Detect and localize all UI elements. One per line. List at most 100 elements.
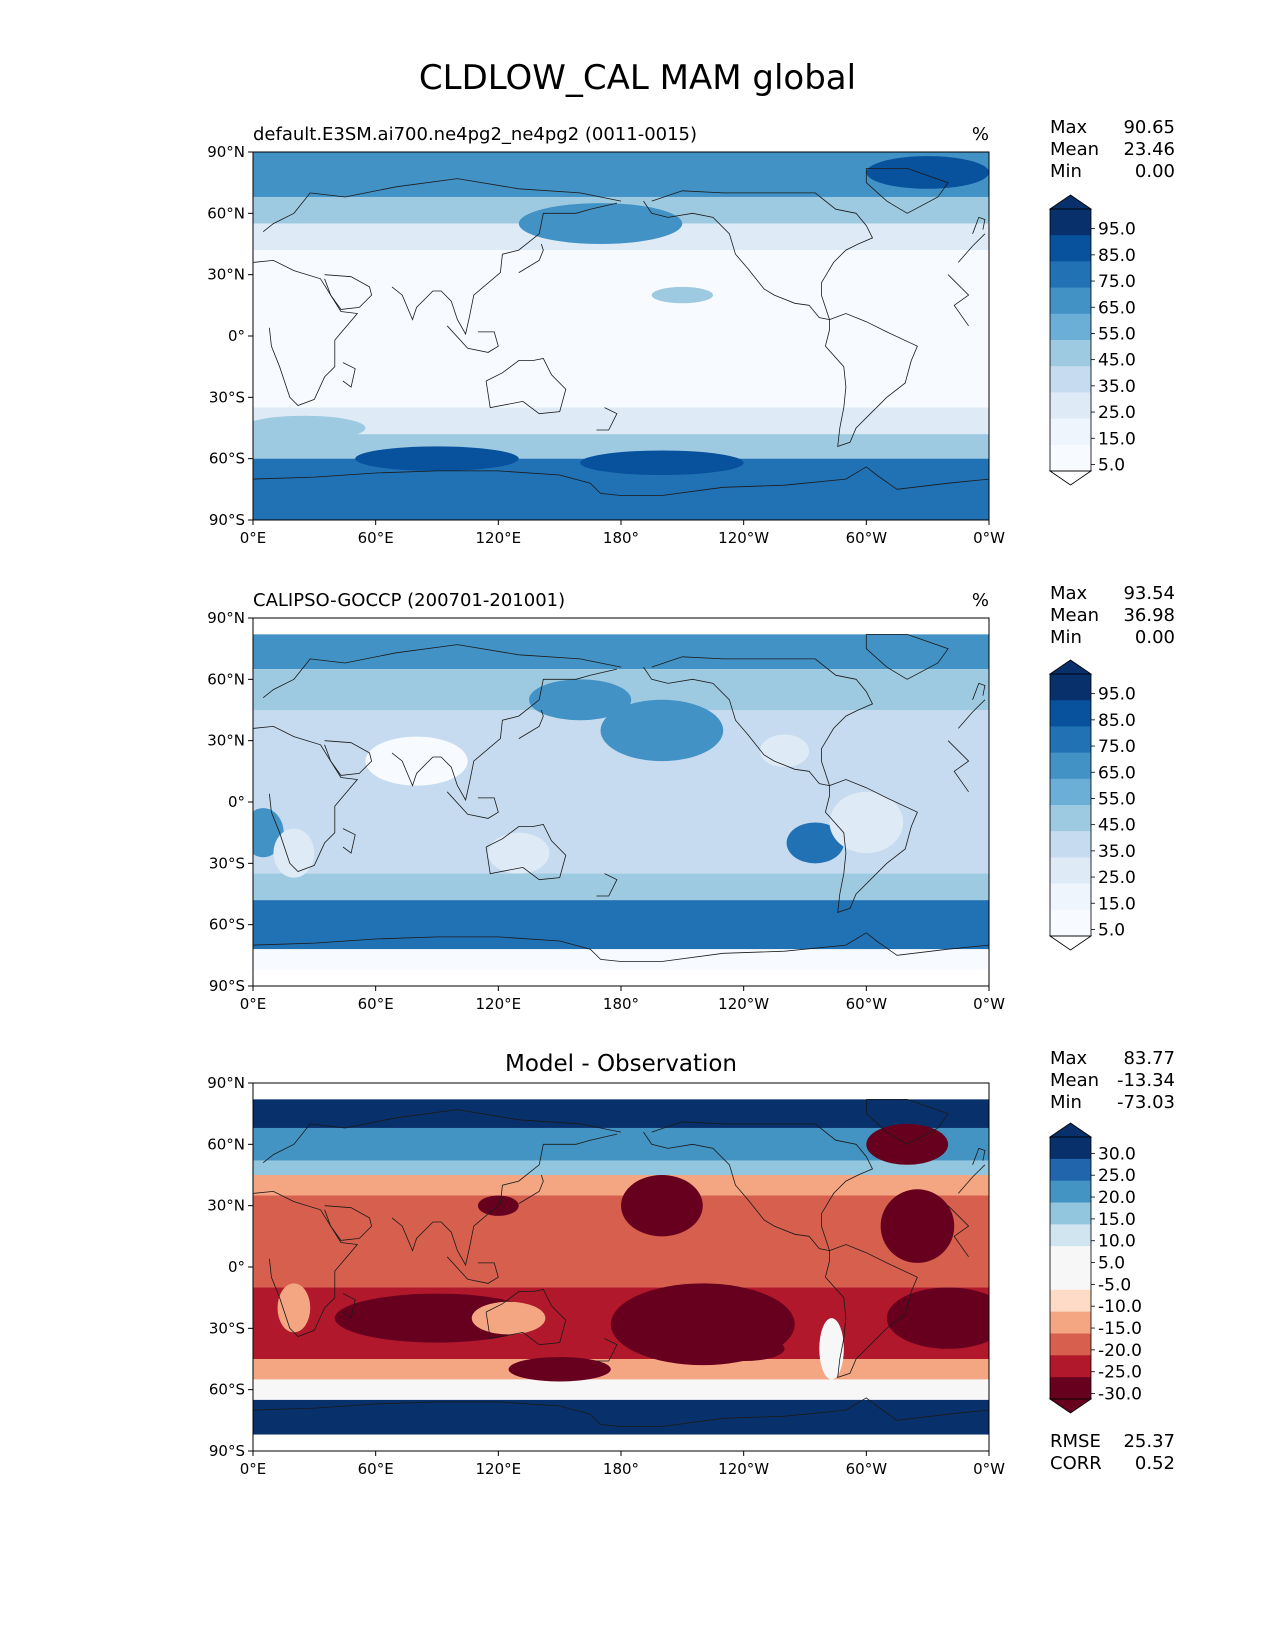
colorbar-segment (1050, 909, 1091, 937)
map-field-diff (253, 1083, 989, 1451)
colorbar-tick-label: 5.0 (1098, 920, 1125, 940)
lat-tick-label: 60°N (207, 1135, 245, 1153)
colorbar-segment (1050, 1289, 1091, 1313)
colorbar-segment (1050, 1158, 1091, 1182)
colorbar-tick-label: 35.0 (1098, 842, 1136, 862)
stat-label: Max (1050, 583, 1088, 604)
coastline (865, 634, 949, 680)
colorbar-segment (1050, 1377, 1091, 1400)
colorbar-tick-label: 35.0 (1098, 377, 1136, 397)
colorbar-tick-label: 65.0 (1098, 763, 1136, 783)
colorbar-segment (1050, 1311, 1091, 1334)
colorbar-segment (1050, 340, 1091, 367)
coastline (391, 1133, 617, 1267)
colorbar-segment (1050, 1333, 1091, 1356)
coastline (485, 358, 567, 415)
lon-tick-label: 60°W (846, 995, 888, 1013)
panel-diff: Model - Observation 90°N 60°N 30°N 0° 30°S 60°… (207, 1048, 1175, 1478)
colorbar-tick-label: -20.0 (1098, 1341, 1142, 1361)
lat-tick-label: 90°N (207, 1074, 245, 1092)
units-label: % (972, 124, 989, 145)
lon-tick-label: 60°E (358, 529, 394, 547)
lon-tick-label: 0°E (240, 1460, 267, 1478)
stat-label: Max (1050, 1048, 1088, 1069)
coastline (446, 791, 499, 819)
colorbar-segment (1050, 1180, 1091, 1203)
coastline (518, 1174, 544, 1204)
lon-tick-label: 120°W (718, 529, 769, 547)
lon-tick-label: 120°E (476, 529, 522, 547)
lon-tick-label: 120°E (476, 1460, 522, 1478)
colorbar-segment (1050, 1224, 1091, 1247)
coastline (391, 202, 617, 336)
colorbar-tick-label: 15.0 (1098, 429, 1136, 449)
coastline (253, 932, 989, 962)
colorbar-tick-label: 55.0 (1098, 789, 1136, 809)
coastline (324, 274, 373, 310)
colorbar-tick-label: 5.0 (1098, 455, 1125, 475)
coastline (824, 1244, 918, 1378)
lon-tick-label: 180° (603, 995, 639, 1013)
coastline (262, 644, 622, 699)
lat-tick-label: 90°S (209, 977, 245, 995)
lat-tick-label: 60°S (209, 450, 245, 468)
lon-tick-label: 0°W (973, 1460, 1005, 1478)
colorbar-segment (1050, 261, 1091, 289)
coastline (342, 1293, 356, 1319)
colorbar-extend-bottom (1048, 935, 1093, 951)
stat-value: 90.65 (1123, 117, 1175, 138)
lat-tick-label: 30°N (207, 266, 245, 284)
panel-obs: CALIPSO-GOCCP (200701-201001) % 90°N 60°N 30… (207, 583, 1175, 1013)
colorbar-tick-label: 5.0 (1098, 1254, 1125, 1274)
stat-value: 93.54 (1123, 583, 1175, 604)
colorbar-tick-label: 25.0 (1098, 1166, 1136, 1186)
colorbar-tick-label: 30.0 (1098, 1144, 1136, 1164)
lat-tick-label: 30°N (207, 732, 245, 750)
stat-value: 36.98 (1123, 605, 1175, 626)
colorbar-tick-label: 15.0 (1098, 894, 1136, 914)
coastline (342, 828, 356, 854)
stat-label: Max (1050, 117, 1088, 138)
coastline (342, 362, 356, 388)
lat-tick-label: 60°S (209, 1381, 245, 1399)
colorbar-tick-label: 25.0 (1098, 868, 1136, 888)
colorbar-tick-label: 55.0 (1098, 324, 1136, 344)
coastline (596, 873, 618, 897)
stat-label: Mean (1050, 605, 1099, 626)
stat-value: 83.77 (1123, 1048, 1175, 1069)
coastline (518, 243, 544, 273)
lon-tick-label: 0°W (973, 529, 1005, 547)
colorbar-segment (1050, 313, 1091, 341)
lon-tick-label: 60°W (846, 1460, 888, 1478)
lat-tick-label: 60°S (209, 916, 245, 934)
colorbar-tick-label: 95.0 (1098, 685, 1136, 705)
units-label: % (972, 590, 989, 611)
coastline (865, 167, 949, 214)
colorbar-tick-label: -15.0 (1098, 1319, 1142, 1339)
figure-title: CLDLOW_CAL MAM global (418, 58, 857, 98)
colorbar-extend-bottom (1048, 470, 1093, 486)
coastline (485, 1289, 567, 1346)
coastline (518, 709, 544, 739)
lon-tick-label: 60°W (846, 529, 888, 547)
lat-tick-label: 60°N (207, 204, 245, 222)
metric-label: RMSE (1050, 1431, 1101, 1452)
colorbar-tick-label: 45.0 (1098, 816, 1136, 836)
colorbar-tick-label: 75.0 (1098, 272, 1136, 292)
lat-tick-label: 30°S (209, 388, 245, 406)
colorbar-tick-label: -5.0 (1098, 1275, 1131, 1295)
lat-tick-label: 0° (228, 793, 245, 811)
colorbar-segment (1050, 209, 1091, 236)
colorbar-extend-top (1048, 194, 1093, 210)
lat-tick-label: 90°S (209, 1442, 245, 1460)
coastline (324, 740, 373, 776)
stat-label: Min (1050, 161, 1082, 182)
lat-tick-label: 60°N (207, 670, 245, 688)
colorbar-extend-bottom (1048, 1398, 1093, 1414)
coastline (485, 824, 567, 881)
coastline (262, 1109, 622, 1164)
colorbar-segment (1050, 831, 1091, 858)
coastline (643, 1121, 874, 1252)
colorbar-tick-label: 85.0 (1098, 246, 1136, 266)
coastline (865, 1099, 949, 1145)
